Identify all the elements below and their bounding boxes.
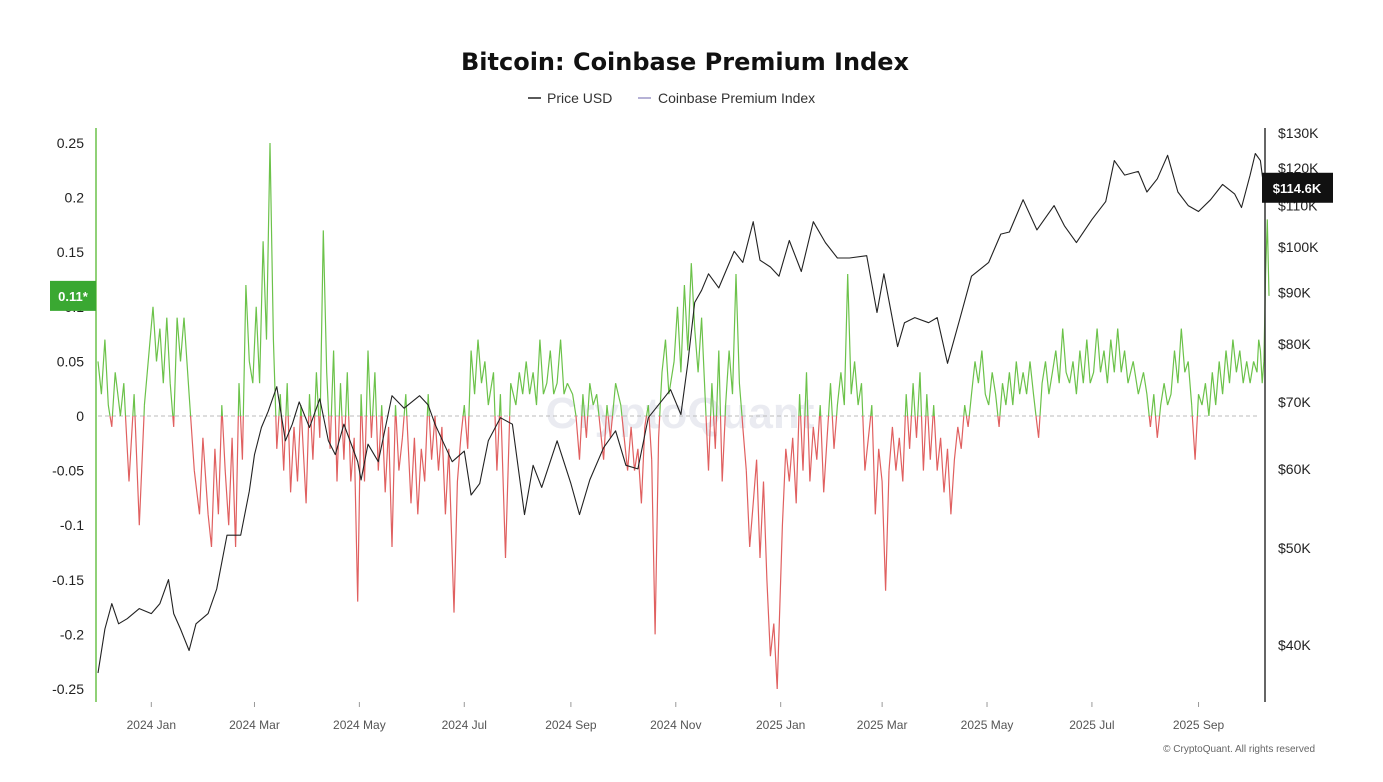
y-right-tick-label: $90K [1278, 285, 1311, 301]
x-tick-label: 2024 Jul [442, 718, 487, 732]
price-badge-label: $114.6K [1273, 181, 1322, 196]
premium-badge-label: 0.11* [58, 289, 89, 304]
y-left-tick-label: -0.15 [52, 572, 84, 588]
legend-label-premium: Coinbase Premium Index [658, 90, 815, 106]
y-left-tick-label: 0.05 [57, 353, 84, 369]
premium-value-badge: 0.11* [50, 280, 96, 311]
premium-badge-background [50, 280, 96, 311]
y-right-tick-label: $130K [1278, 125, 1319, 141]
chart-legend: Price USD Coinbase Premium Index [528, 90, 815, 106]
x-tick-label: 2024 May [333, 718, 386, 732]
y-left-tick-label: -0.25 [52, 681, 84, 697]
legend-label-price: Price USD [547, 90, 612, 106]
y-right-tick-label: $100K [1278, 239, 1319, 255]
y-right-tick-label: $120K [1278, 160, 1319, 176]
x-tick-label: 2025 Sep [1173, 718, 1225, 732]
x-tick-label: 2025 Mar [857, 718, 908, 732]
x-axis: 2024 Jan 2024 Mar 2024 May 2024 Jul 2024 Sep… [127, 702, 1225, 732]
price-badge-background [1262, 172, 1333, 203]
premium-series [97, 142, 1270, 690]
y-right-tick-label: $50K [1278, 540, 1311, 556]
x-tick-label: 2025 Jan [756, 718, 805, 732]
y-left-tick-label: 0.2 [65, 190, 85, 206]
y-axis-right: $130K$120K$110K$100K$90K$80K$70K$60K$50K… [1278, 125, 1319, 653]
legend-item-premium[interactable]: Coinbase Premium Index [638, 90, 815, 106]
x-tick-label: 2024 Mar [229, 718, 280, 732]
y-axis-left: 0.250.20.150.10.050-0.05-0.1-0.15-0.2-0.… [52, 135, 84, 697]
credit-text: © CryptoQuant. All rights reserved [1163, 744, 1315, 755]
y-left-tick-label: 0 [76, 408, 84, 424]
y-right-tick-label: $60K [1278, 461, 1311, 477]
price-value-badge: $114.6K [1262, 172, 1333, 203]
premium-negative-line [109, 415, 1198, 690]
x-tick-label: 2025 May [961, 718, 1014, 732]
y-right-tick-label: $40K [1278, 637, 1311, 653]
x-tick-label: 2024 Sep [545, 718, 597, 732]
chart-title: Bitcoin: Coinbase Premium Index [461, 48, 910, 76]
x-tick-label: 2024 Jan [127, 718, 176, 732]
y-left-tick-label: -0.05 [52, 463, 84, 479]
y-right-tick-label: $70K [1278, 394, 1311, 410]
y-left-tick-label: 0.15 [57, 244, 84, 260]
y-left-tick-label: -0.1 [60, 517, 84, 533]
y-left-tick-label: -0.2 [60, 626, 84, 642]
y-left-tick-label: 0.25 [57, 135, 84, 151]
legend-item-price[interactable]: Price USD [528, 90, 612, 106]
y-right-tick-label: $80K [1278, 336, 1311, 352]
premium-positive-line [97, 142, 1270, 417]
x-tick-label: 2025 Jul [1069, 718, 1114, 732]
price-line [97, 152, 1270, 674]
x-tick-label: 2024 Nov [650, 718, 701, 732]
